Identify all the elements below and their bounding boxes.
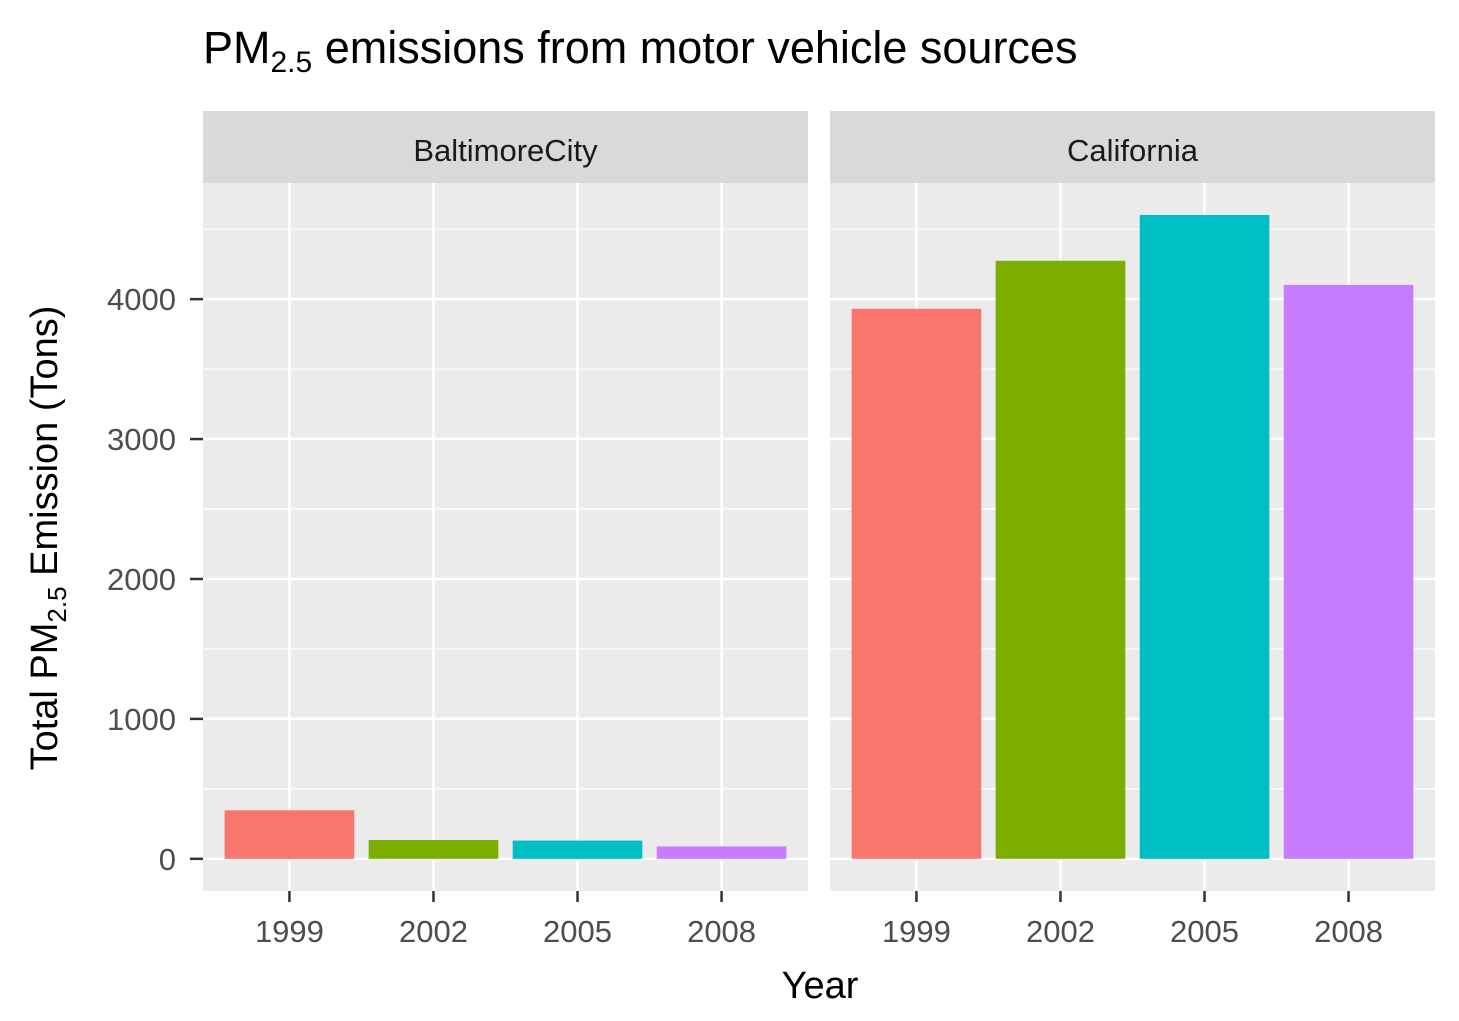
x-axis-title: Year — [782, 965, 859, 1007]
y-axis-title-main: Total PM — [24, 623, 66, 771]
facet-strip-label: California — [1067, 133, 1199, 168]
y-axis-title-subscript: 2.5 — [42, 586, 72, 622]
x-tick-label: 1999 — [255, 914, 324, 949]
facet-strip-label: BaltimoreCity — [413, 133, 598, 168]
y-tick-label: 4000 — [107, 282, 176, 317]
facet-panel-baltimorecity: BaltimoreCity 1999 2002 2005 2008 — [203, 111, 808, 949]
y-tick-label: 0 — [159, 842, 176, 877]
bar-baltimorecity-1999 — [224, 810, 355, 859]
facet-strip — [830, 111, 1435, 183]
chart-title: PM2.5 emissions from motor vehicle sourc… — [203, 22, 1077, 79]
x-tick-label: 1999 — [882, 914, 951, 949]
y-tick-label: 3000 — [107, 422, 176, 457]
facet-panel-california: California 1999 2002 2005 2008 — [830, 111, 1435, 949]
bar-baltimorecity-2002 — [368, 840, 499, 859]
chart-title-subscript: 2.5 — [271, 46, 313, 79]
facet-panels: 0 1000 2000 3000 4000 BaltimoreCity 1999 2002 20… — [107, 111, 1435, 949]
panel-background — [203, 183, 808, 891]
x-tick-label: 2002 — [1026, 914, 1095, 949]
y-axis-title: Total PM2.5 Emission (Tons) — [24, 306, 72, 771]
bar-california-2002 — [995, 260, 1126, 859]
bar-california-1999 — [851, 308, 982, 859]
x-tick-label: 2005 — [1170, 914, 1239, 949]
chart-title-main: PM — [203, 22, 271, 73]
facet-strip — [203, 111, 808, 183]
bar-california-2005 — [1139, 214, 1270, 859]
bar-california-2008 — [1283, 284, 1414, 859]
y-tick-label: 2000 — [107, 562, 176, 597]
bar-baltimorecity-2008 — [656, 846, 787, 859]
chart-title-rest: emissions from motor vehicle sources — [312, 22, 1077, 73]
x-tick-label: 2008 — [687, 914, 756, 949]
y-axis-title-rest: Emission (Tons) — [24, 306, 66, 587]
x-tick-label: 2005 — [543, 914, 612, 949]
bar-baltimorecity-2005 — [512, 840, 643, 859]
y-tick-label: 1000 — [107, 702, 176, 737]
x-tick-label: 2008 — [1314, 914, 1383, 949]
x-tick-label: 2002 — [399, 914, 468, 949]
